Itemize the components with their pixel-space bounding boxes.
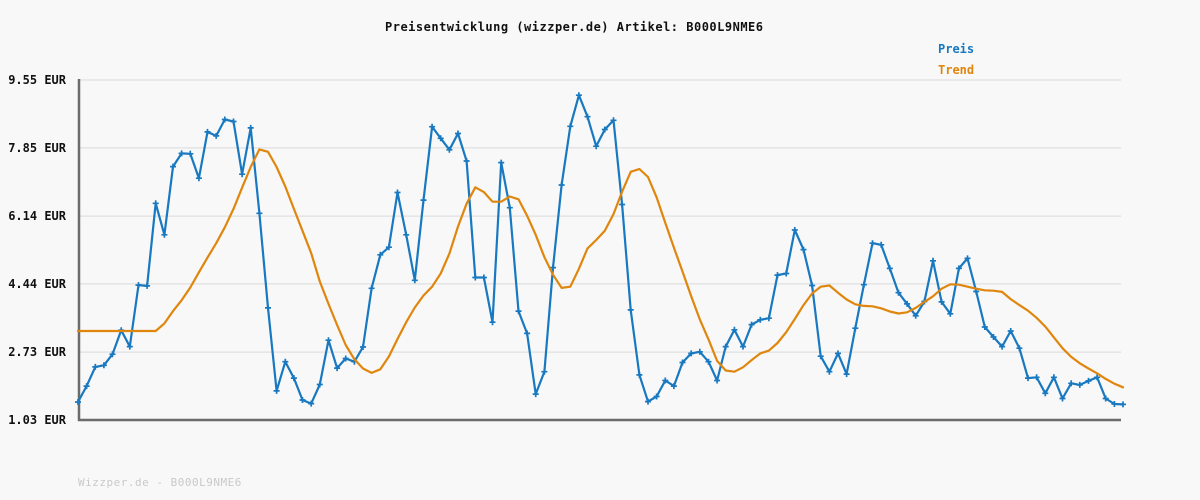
y-tick-label: 2.73 EUR <box>8 345 66 360</box>
legend-item-preis: Preis <box>938 42 975 56</box>
legend-item-trend: Trend <box>938 63 975 77</box>
y-tick-label: 9.55 EUR <box>8 73 66 87</box>
chart-legend: Preis Trend <box>938 39 974 81</box>
y-tick-label: 7.85 EUR <box>8 140 66 155</box>
y-tick-label: 1.03 EUR <box>8 413 66 427</box>
y-tick-label: 4.44 EUR <box>8 276 66 291</box>
preis-markers <box>75 92 1126 408</box>
trend-line <box>76 148 1125 389</box>
y-tick-label: 6.14 EUR <box>8 209 66 224</box>
watermark: Wizzper.de - B000L9NME6 <box>78 476 242 489</box>
chart-title: Preisentwicklung (wizzper.de) Artikel: B… <box>385 20 764 34</box>
preis-line <box>76 94 1125 406</box>
